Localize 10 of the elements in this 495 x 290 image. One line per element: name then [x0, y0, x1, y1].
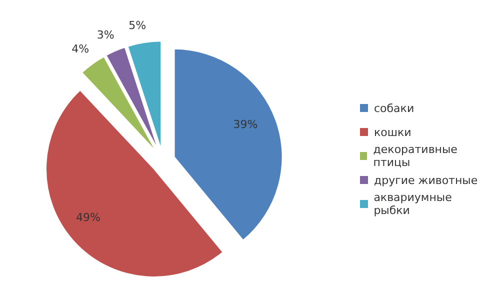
legend-label: декоративные птицы — [373, 143, 458, 169]
data-label: 4% — [72, 42, 90, 56]
legend-label: собаки — [374, 102, 414, 114]
data-label: 39% — [233, 118, 258, 131]
data-label: 49% — [76, 211, 100, 224]
legend-label: аквариумные рыбки — [374, 191, 453, 217]
data-label: 5% — [128, 19, 146, 32]
legend-label: кошки — [374, 126, 412, 138]
data-label: 3% — [96, 28, 114, 42]
legend-label: другие животные — [374, 174, 478, 186]
